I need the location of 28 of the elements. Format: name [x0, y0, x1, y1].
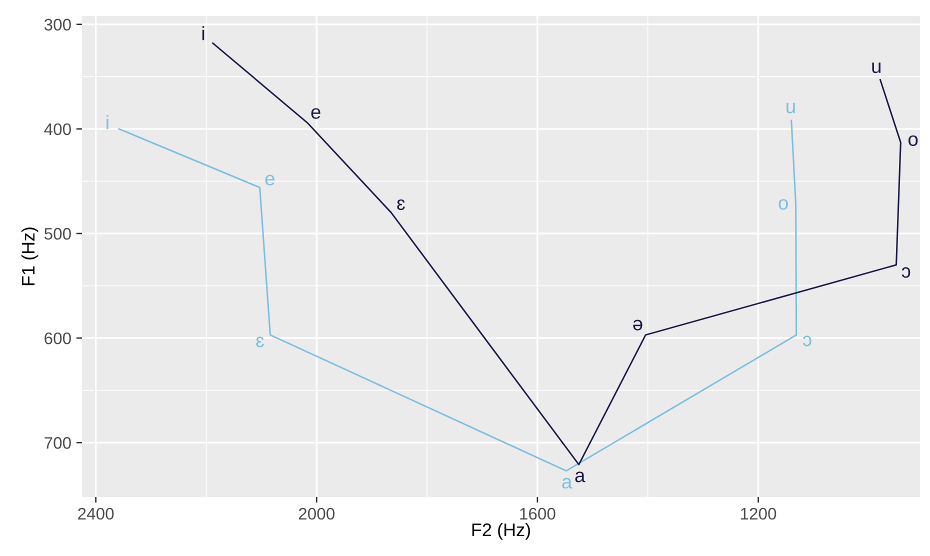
- x-tick-label: 1200: [740, 508, 776, 520]
- data-label: ə: [633, 320, 642, 330]
- data-label: o: [778, 199, 788, 210]
- data-label: e: [265, 174, 274, 186]
- data-label: i: [202, 26, 204, 40]
- y-tick-label: 300: [44, 18, 71, 31]
- data-label: ɛ: [256, 336, 264, 348]
- y-tick-label: 600: [44, 332, 71, 344]
- data-label: ɛ: [397, 199, 405, 210]
- data-label: a: [575, 472, 586, 482]
- data-label: e: [311, 108, 320, 119]
- data-label: a: [562, 478, 572, 489]
- data-label: u: [872, 62, 880, 74]
- data-label: o: [908, 135, 918, 146]
- x-tick-label: 2000: [298, 508, 335, 520]
- y-tick-label: 500: [44, 228, 71, 240]
- data-label: ɔ: [902, 267, 910, 278]
- y-tick-label: 400: [44, 123, 71, 136]
- x-axis-title: F2 (Hz): [472, 522, 530, 540]
- x-tick-label: 1600: [520, 508, 556, 520]
- y-axis-title: F1 (Hz): [21, 228, 38, 286]
- y-tick-label: 700: [44, 437, 71, 449]
- line-series: [212, 42, 902, 466]
- x-tick-label: 2400: [78, 508, 114, 520]
- data-label: u: [786, 102, 795, 114]
- data-label: i: [106, 115, 108, 130]
- data-label: ɔ: [802, 336, 812, 346]
- line-series: [118, 120, 798, 472]
